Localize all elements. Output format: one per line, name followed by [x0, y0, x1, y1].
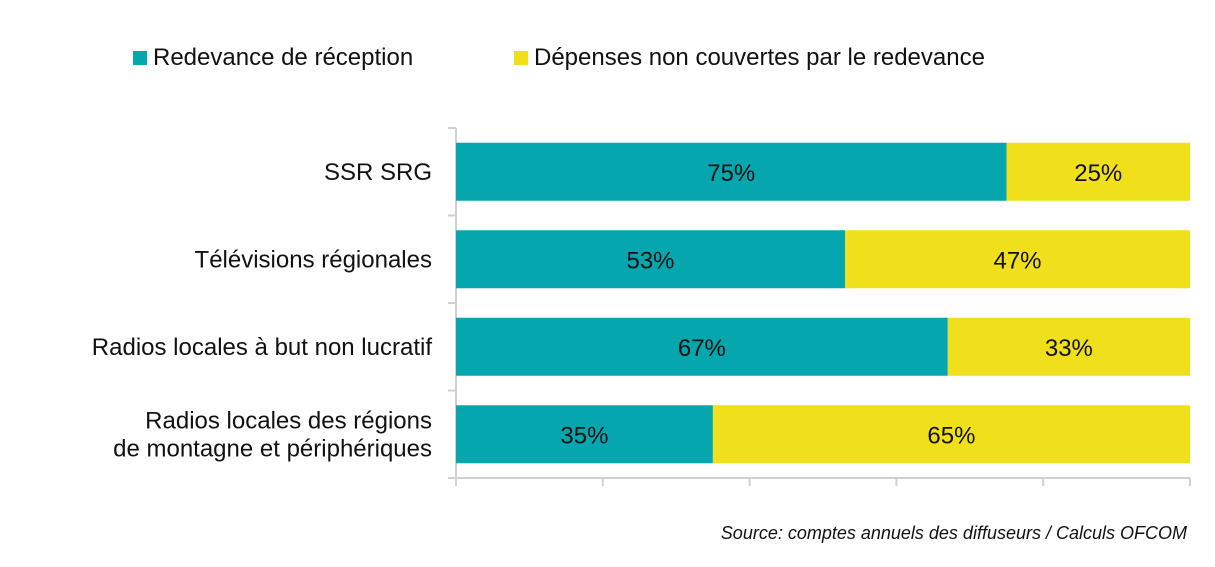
bar-segment — [456, 317, 948, 376]
data-label: 65% — [927, 422, 975, 449]
data-label: 35% — [560, 422, 608, 449]
category-label: Radios locales à but non lucratif — [92, 334, 433, 361]
data-label: 67% — [678, 335, 726, 362]
data-label: 53% — [626, 247, 674, 274]
data-label: 47% — [993, 247, 1041, 274]
source-note: Source: comptes annuels des diffuseurs /… — [720, 523, 1187, 543]
legend-item-redevance: Redevance de réception — [133, 44, 413, 72]
category-label: Télévisions régionales — [195, 246, 432, 273]
bar-segment — [1006, 142, 1190, 201]
category-label: SSR SRG — [324, 159, 432, 186]
bar-segment — [845, 230, 1190, 289]
legend-swatch — [514, 51, 528, 65]
bar-segment — [456, 405, 713, 464]
legend-label: Redevance de réception — [153, 44, 414, 71]
bar-segment — [456, 230, 846, 289]
data-label: 33% — [1045, 335, 1093, 362]
data-label: 25% — [1074, 160, 1122, 187]
category-label: Radios locales des régions de montagne et… — [113, 407, 432, 462]
legend-swatch — [133, 51, 147, 65]
bar-segment — [456, 142, 1007, 201]
legend-label: Dépenses non couvertes par le redevance — [534, 44, 985, 71]
bar-segment — [947, 317, 1190, 376]
data-label: 75% — [707, 160, 755, 187]
bar-segment — [712, 405, 1190, 464]
legend-item-depenses: Dépenses non couvertes par le redevance — [514, 44, 985, 72]
